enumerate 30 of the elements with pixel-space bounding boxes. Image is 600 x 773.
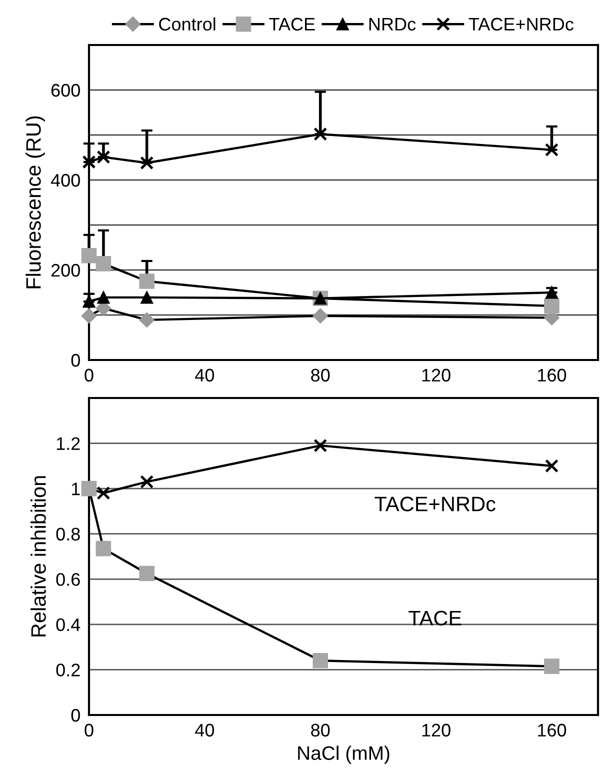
x-tick-label: 80 xyxy=(311,368,330,382)
series-label: TACE+NRDc xyxy=(374,496,496,512)
legend-label: NRDc xyxy=(369,18,416,31)
y-tick-label: 1 xyxy=(72,482,80,496)
x-tick-label: 0 xyxy=(84,368,94,382)
series-label: TACE xyxy=(408,610,462,626)
y-tick-label: 200 xyxy=(51,264,80,277)
x-tick-label: 40 xyxy=(195,368,214,382)
y-tick-label: 600 xyxy=(51,84,80,97)
y-axis-title: Fluorescence (RU) xyxy=(26,116,45,288)
legend-label: TACE+NRDc xyxy=(468,18,574,31)
x-tick-label: 40 xyxy=(195,724,214,737)
x-tick-label: 120 xyxy=(422,724,450,737)
y-tick-label: 0.8 xyxy=(56,528,80,541)
x-tick-label: 80 xyxy=(311,724,330,737)
y-tick-label: 0 xyxy=(71,708,80,722)
legend-label: TACE xyxy=(269,18,315,31)
x-tick-label: 160 xyxy=(538,724,566,737)
x-tick-label: 120 xyxy=(422,368,450,382)
y-tick-label: 1.2 xyxy=(56,437,80,450)
x-axis-title: NaCl (mM) xyxy=(298,746,390,764)
y-tick-label: 0.6 xyxy=(56,573,80,586)
x-tick-label: 0 xyxy=(84,724,94,737)
y-tick-label: 0.2 xyxy=(56,664,80,676)
y-tick-label: 0 xyxy=(71,354,80,367)
legend-label: Control xyxy=(159,17,216,31)
y-tick-label: 400 xyxy=(50,174,80,187)
y-axis-title: Relative inhibition xyxy=(30,476,46,636)
y-tick-label: 0.4 xyxy=(56,618,80,632)
x-tick-label: 160 xyxy=(538,368,566,382)
